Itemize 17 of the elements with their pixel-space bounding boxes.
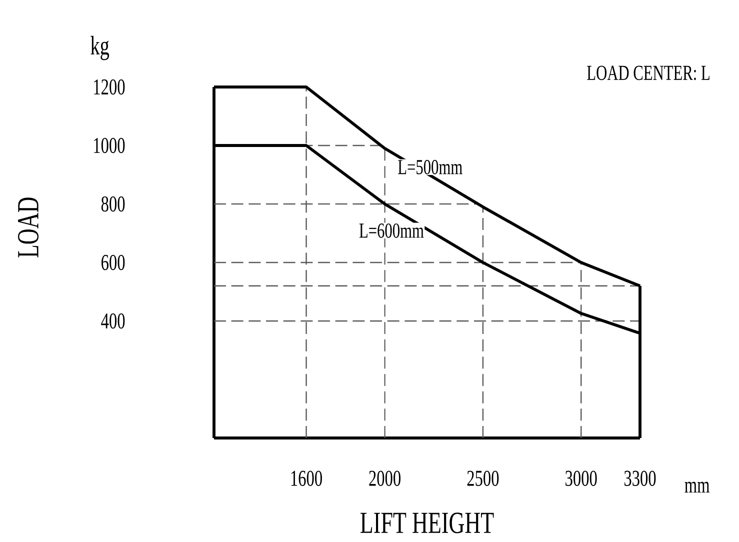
y-tick-label: 800 bbox=[101, 196, 125, 212]
series-label: L=600mm bbox=[359, 223, 424, 238]
x-tick-label: 3000 bbox=[566, 470, 597, 486]
text: mm bbox=[684, 482, 710, 492]
y-axis-title: LOAD bbox=[18, 198, 39, 258]
y-tick-label: 600 bbox=[102, 254, 125, 270]
x-tick-label: 1600 bbox=[291, 470, 322, 486]
x-axis-title: LIFT HEIGHT bbox=[360, 512, 494, 534]
x-tick-label: 3300 bbox=[624, 470, 656, 486]
y-tick-label: 400 bbox=[101, 313, 125, 329]
y-tick-label: 1000 bbox=[94, 138, 125, 154]
series-label: L=500mm bbox=[398, 160, 462, 174]
x-tick-label: 2500 bbox=[467, 470, 499, 486]
text: LOAD CENTER: L bbox=[587, 66, 710, 80]
x-tick-label: 2000 bbox=[369, 470, 400, 486]
y-tick-label: 1200 bbox=[94, 79, 125, 95]
text: kg bbox=[90, 36, 110, 60]
